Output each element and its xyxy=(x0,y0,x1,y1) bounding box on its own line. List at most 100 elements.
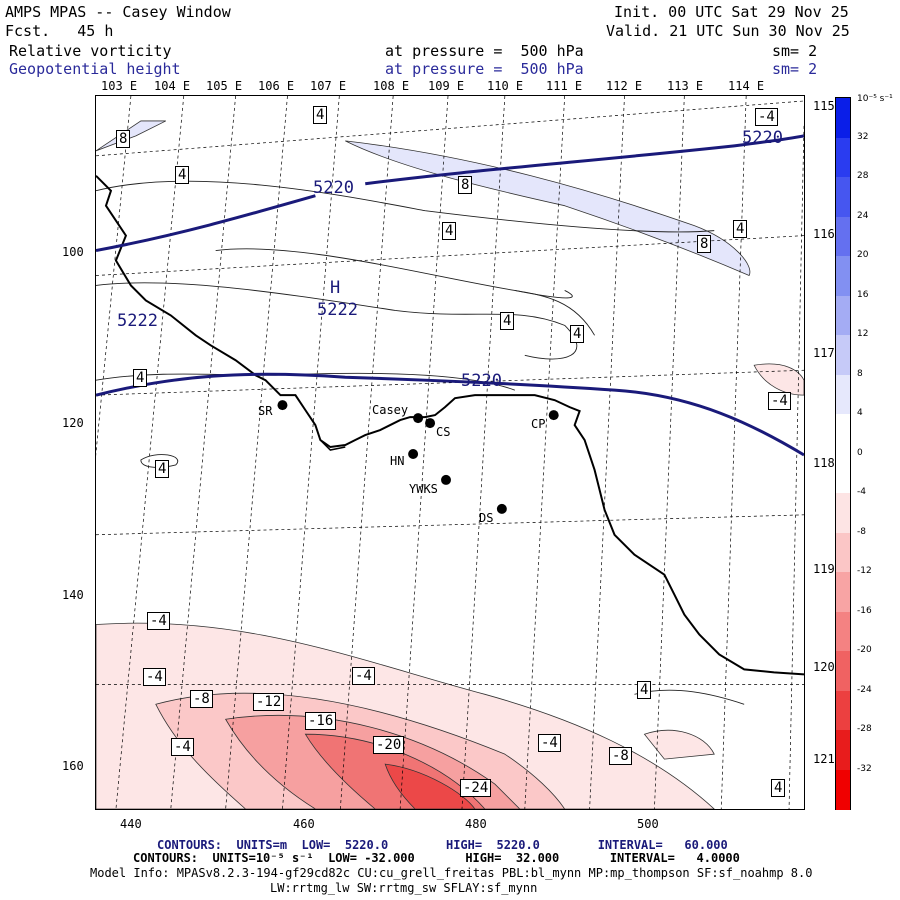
vort-label: 8 xyxy=(697,235,712,253)
colorbar-tick-label: -12 xyxy=(857,566,872,576)
colorbar-swatch xyxy=(836,335,850,375)
colorbar-swatch xyxy=(836,769,850,810)
colorbar-tick-label: 16 xyxy=(857,289,869,300)
vort-label: -8 xyxy=(190,690,213,708)
left-axis-label: 100 xyxy=(62,245,84,259)
vort-label: -4 xyxy=(755,108,778,126)
colorbar-swatch xyxy=(836,374,850,415)
top-axis-label: 107 E xyxy=(310,79,347,93)
station-label-ds: DS xyxy=(479,511,494,525)
top-axis-label: 113 E xyxy=(667,79,704,93)
bottom-axis-label: 460 xyxy=(293,817,315,831)
top-axis-label: 108 E xyxy=(373,79,410,93)
colorbar-swatch xyxy=(836,177,850,217)
negative-vorticity-region xyxy=(753,363,804,396)
map-plot-area[interactable] xyxy=(95,95,805,810)
vort-label: -4 xyxy=(143,668,166,686)
vort-label: 4 xyxy=(637,681,652,699)
vort-label: 8 xyxy=(458,176,473,194)
vort-label: 4 xyxy=(771,779,786,797)
bottom-axis-label: 480 xyxy=(465,817,487,831)
colorbar-tick-label: -16 xyxy=(857,605,872,616)
height-contours xyxy=(96,134,804,457)
vort-label: 8 xyxy=(116,130,131,148)
vort-label: -20 xyxy=(373,736,405,754)
station-label-sr: SR xyxy=(258,404,273,418)
top-axis-label: 105 E xyxy=(206,79,243,93)
smoothing-2: sm= 2 xyxy=(772,60,818,78)
colorbar-tick-label: 8 xyxy=(857,368,863,379)
colorbar-tick-label: 28 xyxy=(857,171,869,181)
colorbar-swatch xyxy=(836,256,850,296)
vort-label: 4 xyxy=(500,312,515,330)
vort-label: -4 xyxy=(768,392,791,410)
top-axis-label: 114 E xyxy=(728,79,765,93)
height-label: 5220 xyxy=(313,178,354,198)
colorbar-tick-label: -24 xyxy=(857,684,872,695)
high-value: 5222 xyxy=(317,300,358,320)
bottom-axis-label: 440 xyxy=(120,817,142,831)
top-axis-label: 110 E xyxy=(487,79,524,93)
station-label-ywks: YWKS xyxy=(409,482,438,496)
top-axis-label: 103 E xyxy=(101,79,138,93)
field-name-height: Geopotential height xyxy=(9,60,181,78)
colorbar xyxy=(835,97,851,810)
top-axis-label: 109 E xyxy=(428,79,465,93)
colorbar-tick-label: -20 xyxy=(857,645,872,655)
vort-label: 4 xyxy=(313,106,328,124)
negative-vorticity-region xyxy=(384,763,476,809)
positive-vorticity-band xyxy=(96,120,166,152)
left-axis-label: 120 xyxy=(62,416,84,430)
colorbar-swatch xyxy=(836,453,850,494)
station-label-cs: CS xyxy=(436,425,451,439)
height-label: 5220 xyxy=(461,371,502,391)
vort-label: 4 xyxy=(733,220,748,238)
vort-label: -4 xyxy=(352,667,375,685)
pressure-level-2: at pressure = 500 hPa xyxy=(385,60,584,78)
top-axis-label: 106 E xyxy=(258,79,295,93)
colorbar-tick-label: -28 xyxy=(857,724,872,734)
init-time: Init. 00 UTC Sat 29 Nov 25 xyxy=(614,3,849,21)
colorbar-swatch xyxy=(836,98,850,138)
colorbar-swatch xyxy=(836,295,850,336)
negative-vorticity-region xyxy=(643,729,715,760)
colorbar-swatch xyxy=(836,137,850,178)
colorbar-tick-label: 24 xyxy=(857,210,869,221)
colorbar-tick-label: 12 xyxy=(857,329,869,339)
colorbar-tick-label: 4 xyxy=(857,408,863,418)
top-axis-label: 112 E xyxy=(606,79,643,93)
colorbar-swatch xyxy=(836,651,850,691)
coastline xyxy=(319,439,346,451)
top-axis-label: 111 E xyxy=(546,79,583,93)
bottom-axis-label: 500 xyxy=(637,817,659,831)
vort-label: 4 xyxy=(442,222,457,240)
model-info: Model Info: MPASv8.2.3-194-gf29cd82c CU:… xyxy=(90,866,813,880)
colorbar-tick-label: -32 xyxy=(857,763,872,774)
colorbar-units: 10⁻⁵ s⁻¹ xyxy=(857,94,893,104)
vort-label: -4 xyxy=(171,738,194,756)
vort-label: 4 xyxy=(175,166,190,184)
high-symbol: H xyxy=(330,278,341,298)
colorbar-tick-label: -4 xyxy=(857,487,866,497)
physics-info: LW:rrtmg_lw SW:rrtmg_sw SFLAY:sf_mynn xyxy=(270,881,538,895)
colorbar-tick-label: 20 xyxy=(857,250,869,260)
left-axis-label: 160 xyxy=(62,759,84,773)
height-label: 5220 xyxy=(742,128,783,148)
station-label-hn: HN xyxy=(390,454,405,468)
colorbar-swatch xyxy=(836,493,850,533)
vort-label: -4 xyxy=(538,734,561,752)
vort-label: 4 xyxy=(133,369,148,387)
station-markers xyxy=(277,400,559,514)
vort-label: -12 xyxy=(253,693,285,711)
vorticity-contour-info: CONTOURS: UNITS=10⁻⁵ s⁻¹ LOW= -32.000 HI… xyxy=(133,851,740,865)
forecast-hour: Fcst. 45 h xyxy=(5,22,114,40)
colorbar-swatch xyxy=(836,216,850,257)
height-contour-info: CONTOURS: UNITS=m LOW= 5220.0 HIGH= 5220… xyxy=(157,838,728,852)
colorbar-tick-label: 32 xyxy=(857,131,869,142)
map-title: AMPS MPAS -- Casey Window xyxy=(5,3,231,21)
station-label-casey: Casey xyxy=(372,403,409,417)
colorbar-swatch xyxy=(836,730,850,770)
left-axis-label: 140 xyxy=(62,588,84,602)
vort-label: -8 xyxy=(609,747,632,765)
vort-label: -24 xyxy=(460,779,492,797)
